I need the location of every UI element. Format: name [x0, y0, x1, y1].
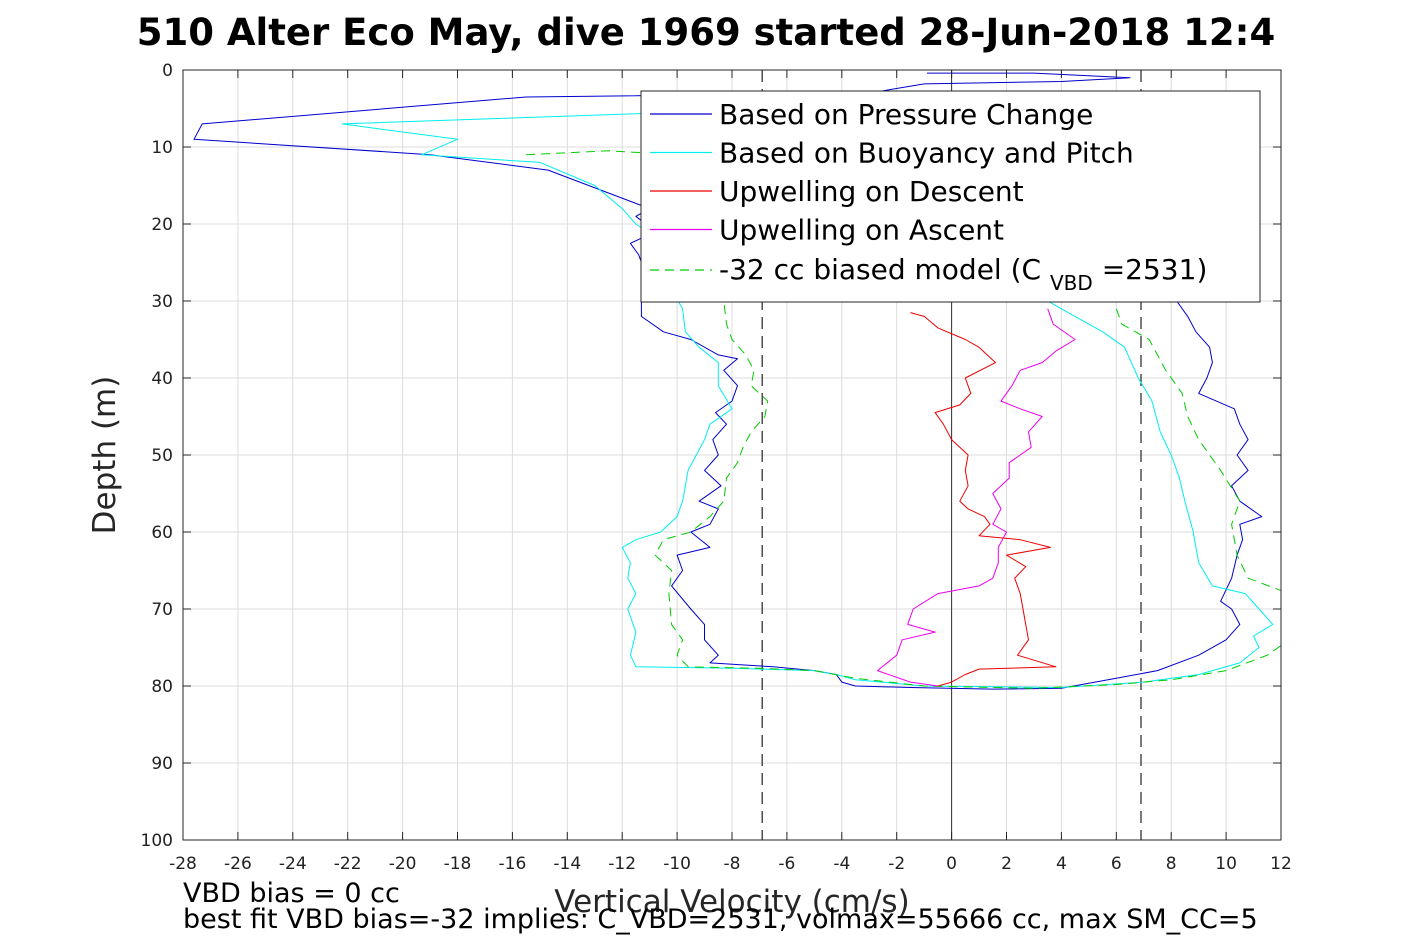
x-axis-ticks: -28 -26 -24 -22 -20 -18 -16 -14 -12 -10 -8 -6 -4 -2 0 2…: [169, 70, 1292, 874]
x-tick-label: 12: [1270, 854, 1292, 874]
legend-label: Upwelling on Ascent: [719, 214, 1004, 247]
x-tick-label: -10: [663, 854, 691, 874]
y-axis-ticks: 0 10 20 30 40 50 60 70 80 90 100: [141, 61, 1281, 851]
x-tick-label: 2: [1001, 854, 1012, 874]
legend-model-subscript: VBD: [1050, 271, 1093, 295]
x-tick-label: 6: [1111, 854, 1122, 874]
footer-line-2: best fit VBD bias=-32 implies: C_VBD=253…: [183, 904, 1258, 935]
x-tick-label: -2: [888, 854, 905, 874]
x-tick-label: -20: [389, 854, 417, 874]
x-tick-label: -4: [833, 854, 850, 874]
legend-model-prefix: -32 cc biased model (C: [719, 253, 1041, 286]
x-tick-label: -12: [608, 854, 636, 874]
chart-title: 510 Alter Eco May, dive 1969 started 28-…: [137, 11, 1275, 54]
y-tick-label: 90: [151, 754, 173, 774]
x-tick-label: -22: [334, 854, 362, 874]
legend-model-suffix: =2531): [1102, 253, 1208, 286]
footer-line-1: VBD bias = 0 cc: [183, 878, 400, 909]
legend: Based on Pressure Change Based on Buoyanc…: [640, 90, 1261, 303]
x-tick-label: -6: [778, 854, 795, 874]
legend-label: Based on Pressure Change: [719, 98, 1093, 131]
x-tick-label: -26: [224, 854, 252, 874]
x-tick-label: -28: [169, 854, 197, 874]
legend-label-model: -32 cc biased model (C VBD =2531): [719, 253, 1207, 297]
y-tick-label: 60: [151, 523, 173, 543]
y-axis-label: Depth (m): [87, 376, 123, 535]
legend-label: Based on Buoyancy and Pitch: [719, 137, 1134, 170]
x-tick-label: -18: [444, 854, 472, 874]
y-tick-label: 30: [151, 292, 173, 312]
x-tick-label: 0: [946, 854, 957, 874]
series-line: [910, 312, 1057, 687]
legend-box: [640, 90, 1261, 303]
series-line: [877, 308, 1076, 687]
y-tick-label: 20: [151, 215, 173, 235]
x-tick-label: -14: [553, 854, 581, 874]
x-tick-label: -24: [279, 854, 307, 874]
x-tick-label: -8: [724, 854, 741, 874]
x-tick-label: -16: [499, 854, 527, 874]
y-tick-label: 40: [151, 369, 173, 389]
y-tick-label: 80: [151, 677, 173, 697]
y-tick-label: 70: [151, 600, 173, 620]
x-tick-label: 10: [1215, 854, 1237, 874]
y-tick-label: 100: [141, 831, 173, 851]
x-tick-label: 8: [1166, 854, 1177, 874]
legend-label: Upwelling on Descent: [719, 175, 1024, 208]
y-tick-label: 50: [151, 446, 173, 466]
series-line: [526, 150, 1281, 689]
legend-items: Based on Pressure Change Based on Buoyanc…: [650, 98, 1134, 247]
x-tick-label: 4: [1056, 854, 1067, 874]
y-tick-label: 0: [162, 61, 173, 81]
y-tick-label: 10: [151, 138, 173, 158]
x-axis-label: Vertical Velocity (cm/s): [554, 884, 909, 920]
